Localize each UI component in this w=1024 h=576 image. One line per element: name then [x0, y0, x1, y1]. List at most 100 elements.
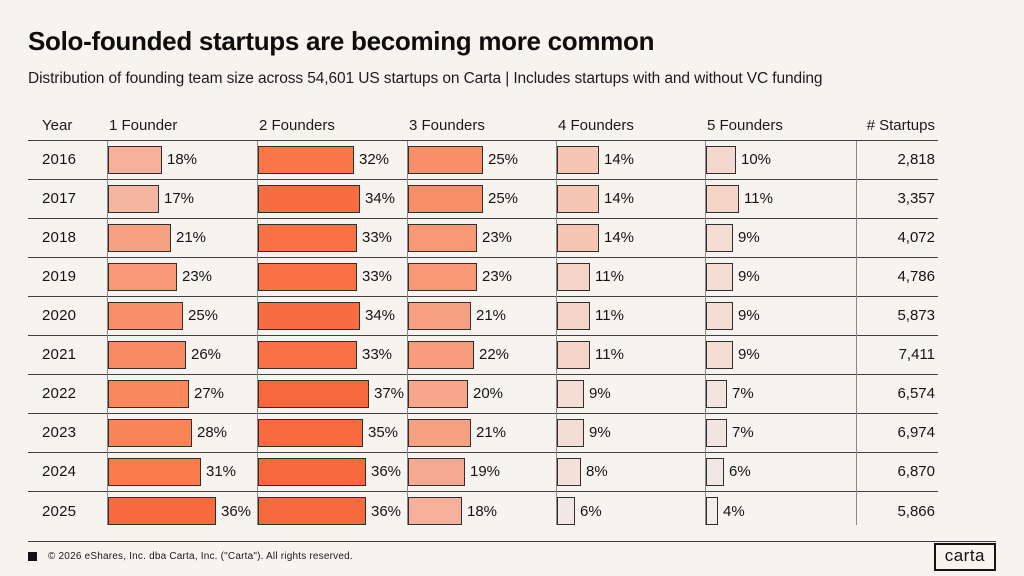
year-label: 2020	[42, 307, 77, 325]
percent-value: 8%	[586, 463, 608, 481]
year-label: 2016	[42, 151, 77, 169]
percent-bar	[557, 184, 599, 213]
header-cell-2-founders: 2 Founders	[259, 117, 335, 135]
percent-bar	[258, 223, 357, 252]
percent-value: 18%	[467, 502, 498, 520]
percent-bar	[706, 457, 724, 486]
percent-bar	[108, 497, 216, 526]
percent-value: 11%	[744, 190, 773, 208]
bar-cell: 10%	[705, 141, 856, 179]
percent-bar	[706, 262, 733, 291]
header-cell-startups: # Startups	[866, 117, 935, 135]
table-row: 2016 18% 32% 25% 14% 10% 2,818	[28, 141, 938, 180]
header-cell-1-founder: 1 Founder	[109, 117, 178, 135]
percent-value: 11%	[595, 346, 624, 364]
year-label: 2023	[42, 424, 77, 442]
startup-count: 7,411	[898, 346, 935, 364]
column-divider	[107, 140, 108, 525]
percent-value: 11%	[595, 268, 624, 286]
bar-cell: 23%	[107, 258, 257, 296]
percent-value: 34%	[365, 307, 396, 325]
bar-cell: 23%	[407, 258, 556, 296]
percent-value: 21%	[176, 229, 207, 247]
percent-value: 14%	[604, 151, 635, 169]
square-icon	[28, 552, 37, 562]
percent-bar	[557, 379, 584, 408]
percent-bar	[408, 340, 474, 369]
percent-bar	[108, 262, 177, 291]
table-row: 2018 21% 33% 23% 14% 9% 4,072	[28, 219, 938, 258]
bar-cell: 19%	[407, 453, 556, 491]
bar-cell: 36%	[257, 492, 407, 531]
percent-bar	[258, 301, 360, 330]
startup-count: 5,866	[897, 502, 935, 520]
copyright: © 2026 eShares, Inc. dba Carta, Inc. ("C…	[28, 551, 353, 562]
percent-bar	[706, 145, 736, 174]
bar-cell: 22%	[407, 336, 556, 374]
percent-value: 9%	[589, 424, 611, 442]
percent-value: 32%	[359, 151, 390, 169]
column-divider	[705, 140, 706, 525]
startup-count: 4,786	[897, 268, 935, 286]
percent-bar	[706, 497, 718, 526]
percent-bar	[258, 457, 366, 486]
percent-value: 4%	[723, 502, 745, 520]
percent-bar	[108, 223, 171, 252]
startup-count: 6,574	[897, 385, 935, 403]
year-label: 2025	[42, 502, 77, 520]
bar-cell: 18%	[407, 492, 556, 531]
percent-bar	[108, 457, 201, 486]
percent-bar	[408, 184, 483, 213]
percent-value: 6%	[729, 463, 751, 481]
percent-bar	[408, 223, 477, 252]
percent-value: 27%	[194, 385, 225, 403]
percent-value: 25%	[488, 190, 519, 208]
percent-value: 23%	[482, 268, 513, 286]
table-body: 2016 18% 32% 25% 14% 10% 2,818 2017 17% 34% 25% 14%…	[28, 141, 938, 531]
percent-value: 9%	[738, 268, 760, 286]
percent-value: 33%	[362, 268, 393, 286]
percent-bar	[408, 457, 465, 486]
table-row: 2024 31% 36% 19% 8% 6% 6,870	[28, 453, 938, 492]
header-cell-4-founders: 4 Founders	[558, 117, 634, 135]
percent-value: 17%	[164, 190, 195, 208]
percent-value: 11%	[595, 307, 624, 325]
percent-bar	[108, 184, 159, 213]
percent-value: 10%	[741, 151, 772, 169]
percent-bar	[258, 184, 360, 213]
bar-cell: 7%	[705, 414, 856, 452]
percent-bar	[557, 340, 590, 369]
percent-bar	[408, 262, 477, 291]
percent-value: 37%	[374, 385, 405, 403]
startup-count: 4,072	[897, 229, 935, 247]
header-cell-year: Year	[42, 117, 73, 135]
percent-bar	[706, 379, 727, 408]
percent-bar	[108, 418, 192, 447]
percent-value: 31%	[206, 463, 237, 481]
bar-cell: 36%	[257, 453, 407, 491]
bar-cell: 32%	[257, 141, 407, 179]
percent-bar	[258, 497, 366, 526]
bar-cell: 4%	[705, 492, 856, 531]
percent-bar	[258, 340, 357, 369]
year-label: 2018	[42, 229, 77, 247]
column-divider	[556, 140, 557, 525]
percent-bar	[706, 184, 739, 213]
bar-cell: 34%	[257, 297, 407, 335]
percent-bar	[258, 262, 357, 291]
bar-cell: 9%	[556, 375, 705, 413]
table-row: 2020 25% 34% 21% 11% 9% 5,873	[28, 297, 938, 336]
bar-cell: 28%	[107, 414, 257, 452]
bar-cell: 21%	[407, 297, 556, 335]
header-cell-3-founders: 3 Founders	[409, 117, 485, 135]
bar-cell: 25%	[107, 297, 257, 335]
bar-cell: 36%	[107, 492, 257, 531]
bar-cell: 11%	[556, 258, 705, 296]
bar-cell: 27%	[107, 375, 257, 413]
percent-value: 35%	[368, 424, 399, 442]
percent-value: 34%	[365, 190, 396, 208]
column-divider	[856, 140, 857, 525]
percent-value: 19%	[470, 463, 501, 481]
percent-bar	[557, 301, 590, 330]
year-label: 2021	[42, 346, 77, 364]
